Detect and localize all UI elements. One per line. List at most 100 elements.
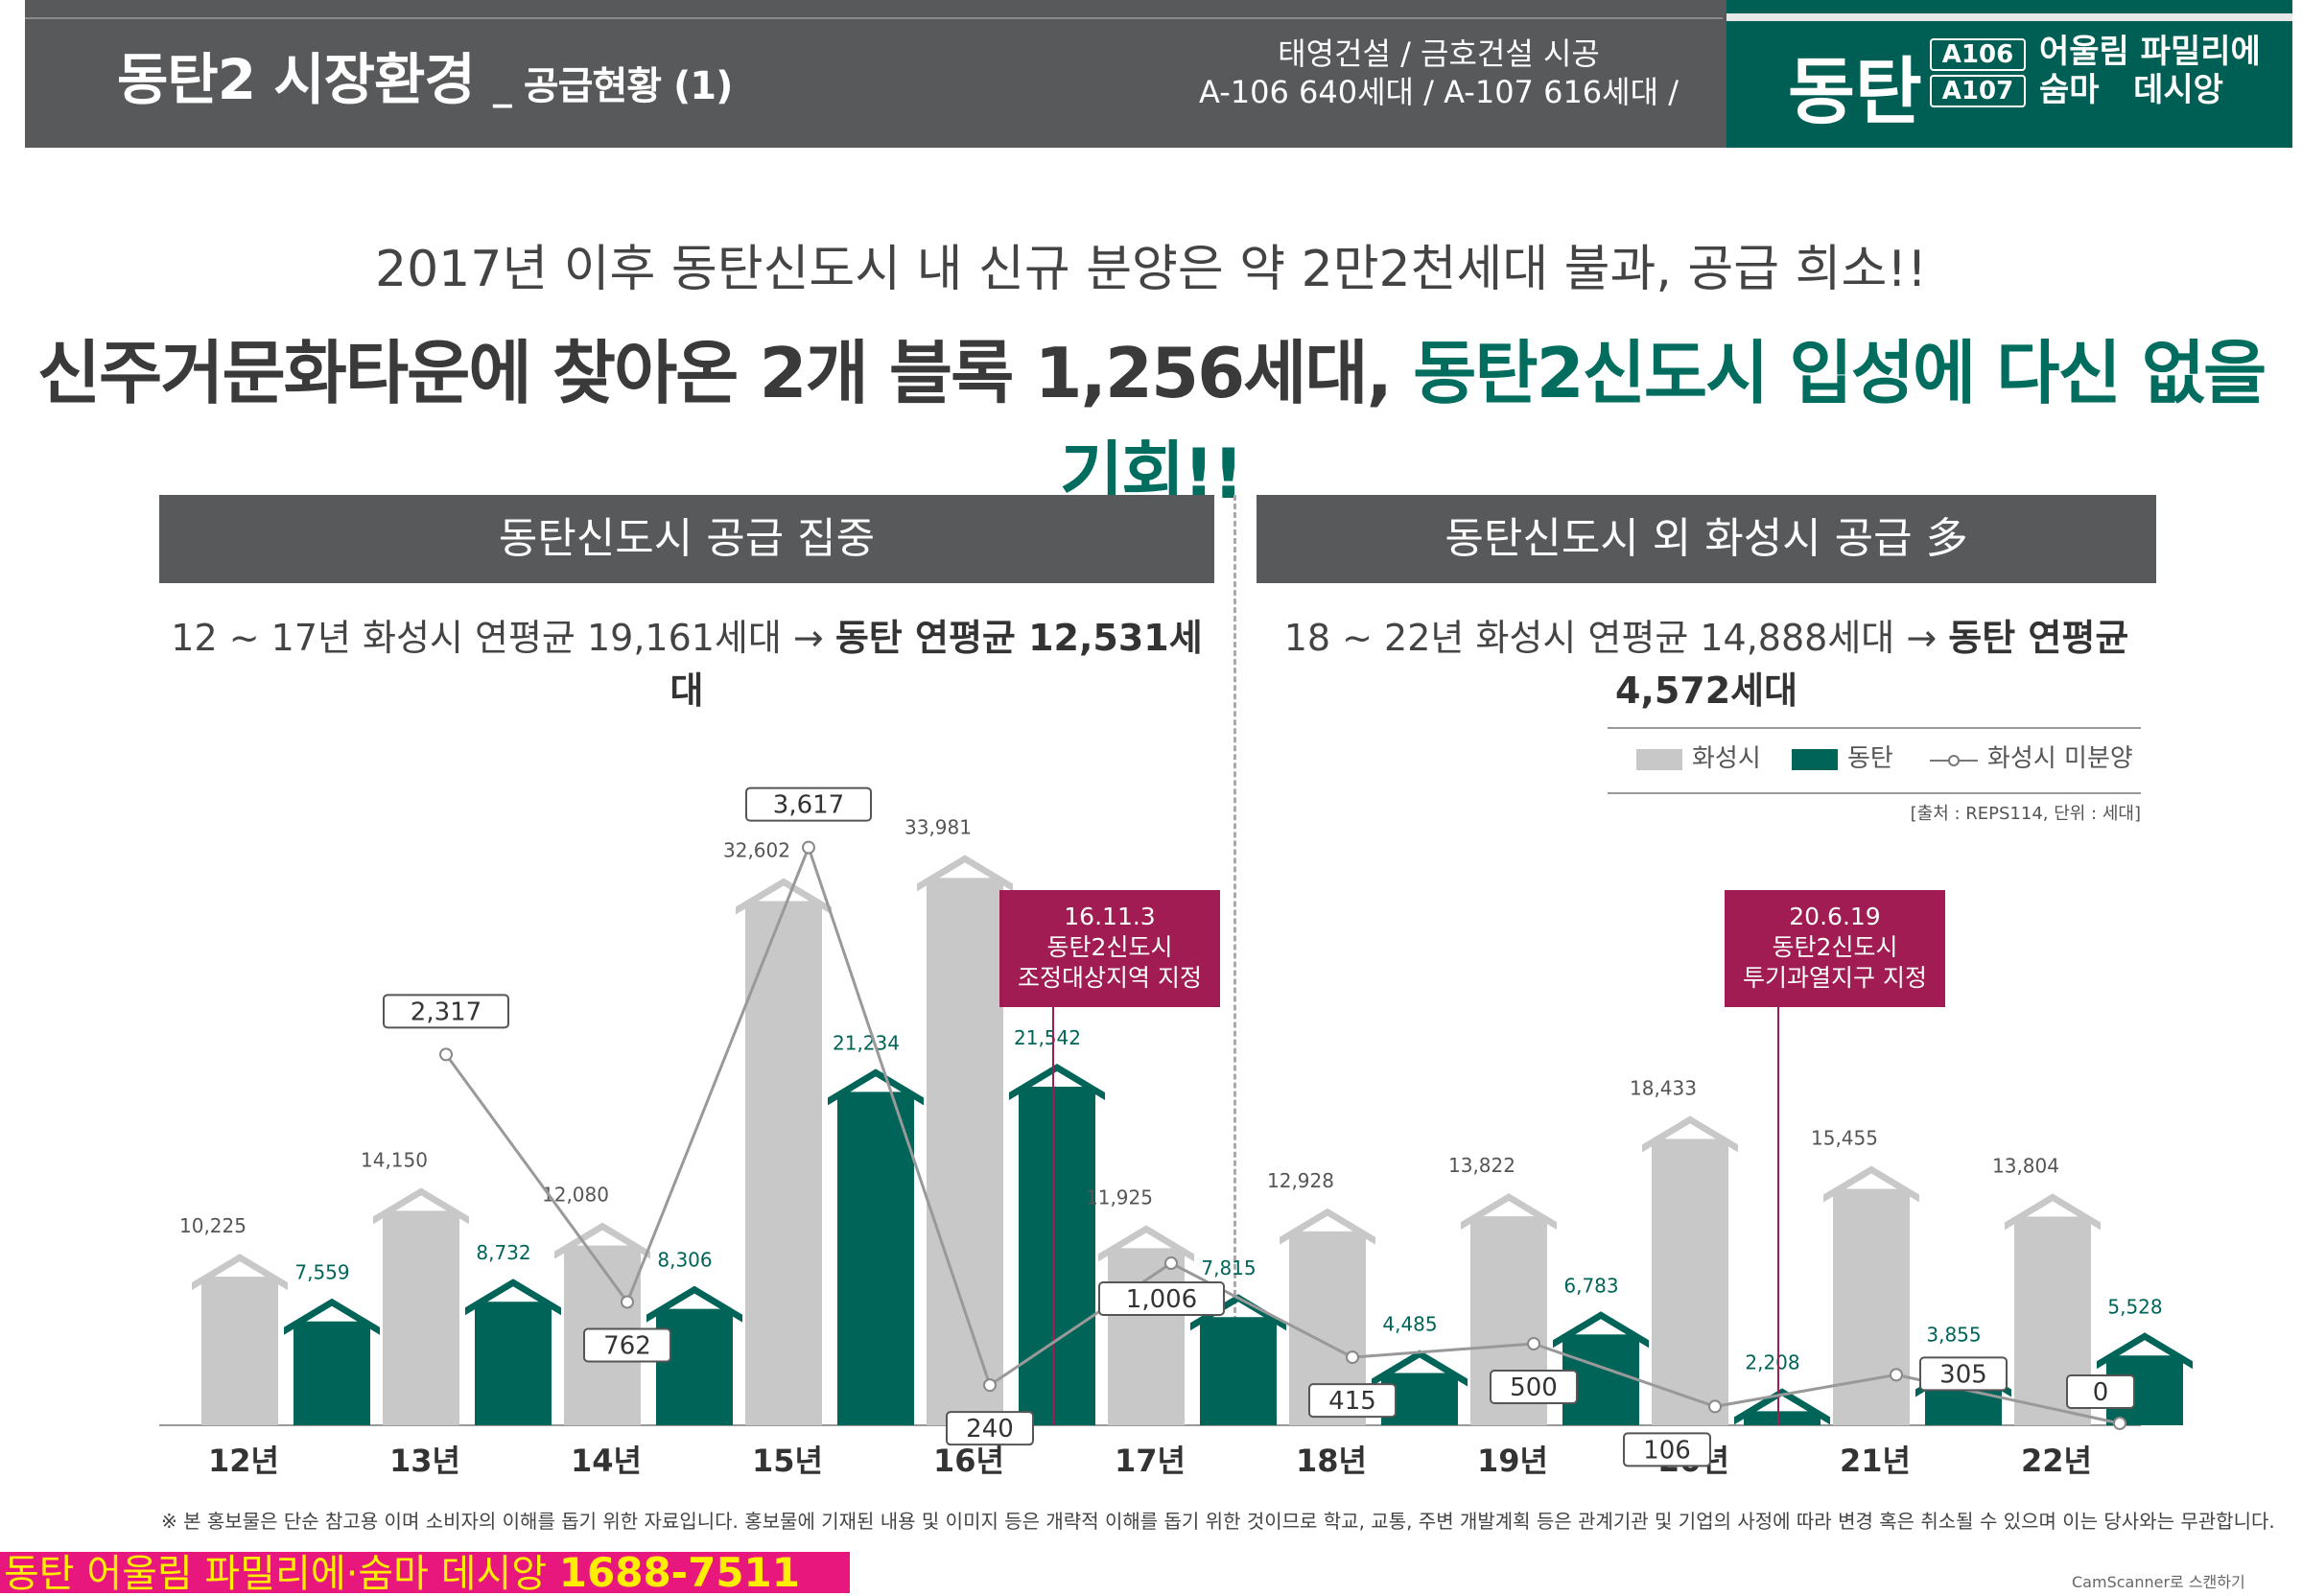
brand-family-names: 어울림 파밀리에 숨마 데시앙: [2039, 33, 2261, 109]
bar-hwaseong-9-body: [1833, 1188, 1910, 1425]
bar-dongtan-3-body: [837, 1091, 914, 1425]
unsold-label-4: 240: [966, 1415, 1014, 1443]
category-label-9: 21년: [1840, 1443, 1911, 1479]
unsold-label-box-5: [1098, 1281, 1225, 1317]
label-hwaseong-0: 10,225: [179, 1214, 247, 1237]
bar-dongtan-4-roof: [1009, 1064, 1105, 1101]
label-hwaseong-7: 13,822: [1448, 1154, 1515, 1177]
label-dongtan-6: 4,485: [1382, 1313, 1437, 1336]
unsold-label-box-1: [383, 994, 509, 1029]
bar-dongtan-0-roof: [284, 1298, 380, 1335]
label-dongtan-3: 21,234: [833, 1031, 900, 1054]
unsold-label-1: 2,317: [411, 998, 482, 1026]
category-label-7: 19년: [1477, 1443, 1548, 1479]
category-label-5: 17년: [1115, 1443, 1186, 1479]
headline-2: 신주거문화타운에 찾아온 2개 블록 1,256세대, 동탄2신도시 입성에 다…: [0, 317, 2302, 518]
page-title-main: 동탄2 시장환경: [117, 47, 476, 112]
label-dongtan-1: 8,732: [476, 1241, 530, 1264]
category-label-0: 12년: [208, 1443, 279, 1479]
unsold-label-8: 106: [1643, 1436, 1691, 1465]
bar-hwaseong-4-body: [927, 878, 1003, 1425]
unsold-label-box-9: [1919, 1356, 2008, 1392]
brand-line-2: 숨마 데시앙: [2039, 71, 2223, 109]
unsold-point-4: [983, 1378, 997, 1393]
panel-left-sub-plain: 12 ~ 17년 화성시 연평균 19,161세대 →: [171, 617, 835, 659]
bar-dongtan-1-roof: [465, 1279, 561, 1316]
unsold-point-8: [1708, 1399, 1722, 1414]
footer-banner-phone: 1688-7511: [558, 1549, 801, 1596]
footer-banner: 동탄 어울림 파밀리에·숨마 데시앙 1688-7511: [0, 1549, 850, 1596]
category-label-6: 18년: [1296, 1443, 1367, 1479]
brand-code-a106: A106: [1930, 38, 2026, 71]
bar-dongtan-10-roof: [2097, 1332, 2193, 1370]
contractor-line-2: A-106 640세대 / A-107 616세대 /: [1199, 74, 1679, 110]
unsold-label-9: 305: [1939, 1360, 1987, 1389]
legend-label-dongtan: 동탄: [1847, 744, 1893, 773]
panel-left-title: 동탄신도시 공급 집중: [159, 495, 1214, 583]
headline-2-green: 동탄2신도시 입성에 다신 없을 기회!!: [1059, 333, 2267, 514]
bar-dongtan-2-roof: [646, 1285, 742, 1323]
label-hwaseong-9: 15,455: [1811, 1127, 1878, 1150]
unsold-label-box-7: [1490, 1370, 1578, 1404]
bar-hwaseong-0-body: [201, 1277, 278, 1425]
category-label-3: 15년: [752, 1443, 823, 1479]
panel-right-sub-bold: 동탄 연평균 4,572세대: [1614, 617, 2129, 712]
label-dongtan-5: 7,815: [1201, 1256, 1256, 1279]
unsold-point-2: [621, 1295, 634, 1309]
unsold-point-3: [802, 840, 815, 855]
label-hwaseong-2: 12,080: [542, 1184, 609, 1207]
bar-dongtan-4-body: [1019, 1087, 1095, 1425]
legend-swatch-dongtan: [1792, 748, 1838, 770]
unsold-label-box-8: [1623, 1432, 1711, 1467]
bar-hwaseong-4-roof: [917, 855, 1013, 892]
label-hwaseong-3: 32,602: [723, 838, 790, 861]
bar-hwaseong-9-roof: [1823, 1165, 1919, 1203]
bar-hwaseong-8-body: [1652, 1138, 1728, 1425]
bar-hwaseong-5-roof: [1098, 1225, 1194, 1262]
contractor-info: 태영건설 / 금호건설 시공 A-106 640세대 / A-107 616세대…: [1199, 35, 1679, 111]
category-label-10: 22년: [2021, 1443, 2092, 1479]
label-dongtan-2: 8,306: [657, 1249, 712, 1272]
unsold-point-10: [2113, 1417, 2126, 1430]
label-dongtan-4: 21,542: [1014, 1026, 1081, 1049]
headline-2-plain: 신주거문화타운에 찾아온 2개 블록 1,256세대,: [36, 333, 1393, 413]
legend-label-unsold: 화성시 미분양: [1987, 744, 2133, 773]
brand-line-1: 어울림 파밀리에: [2039, 33, 2261, 71]
unsold-point-1: [439, 1047, 453, 1062]
brand-codes: A106 A107: [1930, 38, 2026, 111]
annotation-box-1: [1725, 890, 1945, 1007]
bar-dongtan-2-body: [656, 1308, 733, 1425]
category-label-4: 16년: [933, 1443, 1004, 1479]
header-top-line: [25, 17, 1723, 19]
label-dongtan-10: 5,528: [2107, 1295, 2162, 1318]
panel-left-sub-bold: 동탄 연평균 12,531세대: [669, 617, 1203, 712]
label-dongtan-8: 2,208: [1745, 1350, 1799, 1373]
unsold-label-box-4: [946, 1411, 1034, 1446]
bar-dongtan-0-body: [294, 1321, 370, 1425]
annotation-box-0: [999, 890, 1220, 1007]
panel-divider: [1233, 495, 1236, 1425]
annotation-text-1-2: 투기과열지구 지정: [1743, 964, 1927, 992]
brand-code-a107: A107: [1930, 75, 2026, 107]
category-label-2: 14년: [571, 1443, 642, 1479]
label-hwaseong-8: 18,433: [1630, 1076, 1697, 1099]
unsold-line: [444, 843, 2121, 1425]
annotation-text-0-0: 16.11.3: [1064, 903, 1155, 930]
label-hwaseong-5: 11,925: [1086, 1185, 1153, 1209]
legend-line-marker-icon: [1930, 754, 1978, 766]
unsold-label-box-6: [1308, 1383, 1397, 1419]
bar-hwaseong-0-roof: [192, 1254, 288, 1291]
annotation-text-0-1: 동탄2신도시: [1047, 933, 1173, 961]
page-title: 동탄2 시장환경 _ 공급현황 (1): [117, 35, 733, 115]
footer-banner-text: 동탄 어울림 파밀리에·숨마 데시앙: [4, 1552, 559, 1596]
legend-item-dongtan: 동탄: [1792, 744, 1893, 773]
brand-name: 동탄: [1788, 49, 1922, 134]
label-hwaseong-10: 13,804: [1992, 1154, 2059, 1177]
brand-logo-block: 동탄 A106 A107 어울림 파밀리에 숨마 데시앙: [1726, 0, 2292, 148]
bar-hwaseong-2-roof: [554, 1222, 650, 1259]
label-dongtan-9: 3,855: [1926, 1324, 1981, 1347]
annotation-text-1-0: 20.6.19: [1789, 903, 1880, 930]
chart-source: [출처 : REPS114, 단위 : 세대]: [1910, 804, 2141, 824]
contractor-line-1: 태영건설 / 금호건설 시공: [1278, 35, 1600, 72]
